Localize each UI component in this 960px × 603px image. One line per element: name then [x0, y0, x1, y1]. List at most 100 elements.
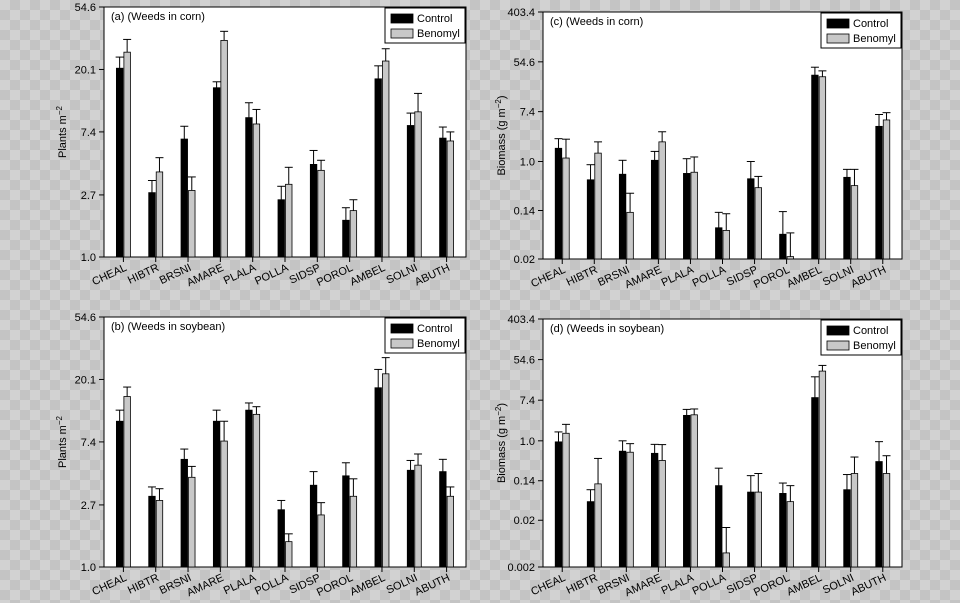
legend-swatch-control	[390, 13, 414, 24]
bar-benomyl	[382, 373, 390, 568]
bar-benomyl	[220, 39, 228, 258]
bar-benomyl	[382, 60, 390, 258]
x-tick-label: POROL	[752, 264, 792, 291]
bar-benomyl	[594, 152, 602, 260]
bar-control	[439, 137, 447, 258]
x-tick-label: SOLNI	[385, 262, 420, 287]
y-tick-label: 7.4	[520, 107, 535, 119]
y-axis-label: Plants m−2	[55, 105, 70, 157]
y-tick-label: 1.0	[81, 252, 96, 264]
bar-control	[406, 469, 415, 568]
bar-control	[747, 178, 755, 260]
bar-benomyl	[594, 483, 602, 568]
bar-control	[374, 387, 382, 568]
bar-benomyl	[754, 187, 762, 260]
bar-control	[115, 67, 124, 258]
bar-benomyl	[349, 495, 358, 568]
bar-control	[212, 420, 221, 568]
bar-control	[875, 461, 883, 568]
bar-benomyl	[562, 157, 570, 260]
x-tick-label: HIBTR	[126, 262, 161, 287]
x-tick-label: HIBTR	[565, 572, 600, 597]
x-tick-label: POROL	[315, 262, 355, 289]
bar-benomyl	[722, 230, 730, 260]
legend-label-control: Control	[853, 325, 888, 337]
bar-benomyl	[786, 501, 795, 568]
bar-control	[342, 219, 350, 258]
bar-benomyl	[562, 432, 570, 568]
x-tick-label: POLLA	[691, 572, 729, 598]
bar-benomyl	[285, 541, 293, 568]
y-tick-label: 0.02	[514, 515, 535, 527]
bar-benomyl	[123, 396, 131, 568]
y-tick-label: 0.14	[514, 476, 535, 488]
bar-control	[715, 485, 723, 568]
bar-benomyl	[818, 76, 827, 260]
bar-benomyl	[626, 451, 634, 568]
x-tick-label: PLALA	[660, 264, 697, 290]
x-tick-label: AMBEL	[348, 572, 387, 599]
bar-control	[715, 227, 723, 260]
legend-label-benomyl: Benomyl	[853, 340, 896, 352]
bar-benomyl	[155, 171, 164, 258]
bar-control	[586, 501, 595, 568]
bar-benomyl	[317, 169, 325, 258]
bar-benomyl	[446, 495, 455, 568]
y-tick-label: 1.0	[520, 436, 535, 448]
bar-control	[618, 173, 627, 260]
panel-title: (b) (Weeds in soybean)	[111, 321, 225, 333]
bar-benomyl	[690, 171, 698, 260]
y-tick-label: 20.1	[75, 374, 96, 386]
x-tick-label: ABUTH	[849, 572, 888, 599]
plot-area	[103, 6, 467, 258]
legend-swatch-benomyl	[390, 28, 414, 39]
bar-control	[811, 397, 819, 568]
bar-benomyl	[123, 51, 131, 258]
bar-benomyl	[188, 476, 196, 568]
bar-control	[554, 441, 563, 568]
bar-control	[212, 87, 221, 258]
bar-benomyl	[722, 552, 730, 568]
bar-benomyl	[349, 210, 358, 258]
y-axis-label: Biomass (g m−2)	[494, 95, 509, 175]
bar-control	[650, 159, 659, 260]
legend-label-control: Control	[853, 18, 888, 30]
y-tick-label: 20.1	[75, 64, 96, 76]
bar-control	[683, 414, 691, 568]
panel-title: (c) (Weeds in corn)	[550, 16, 643, 28]
bar-benomyl	[850, 473, 859, 568]
bar-control	[245, 117, 253, 258]
y-axis-label: Plants m−2	[55, 415, 70, 467]
bar-control	[309, 164, 318, 258]
bar-control	[683, 173, 691, 260]
bar-control	[406, 125, 415, 258]
x-tick-label: POLLA	[253, 572, 291, 598]
bar-control	[245, 409, 253, 568]
panel-d-weeds-in-soybean-biomass: 0.002 0.02 0.14 1.0 7.4 54.6 403.4 Biomass (g m…	[494, 314, 903, 599]
bar-benomyl	[754, 491, 762, 568]
y-tick-label: 0.002	[507, 562, 535, 574]
bar-benomyl	[786, 256, 795, 260]
bar-control	[374, 78, 382, 258]
bar-control	[779, 493, 787, 568]
bar-control	[747, 491, 755, 568]
panel-c-weeds-in-corn-biomass: 0.02 0.14 1.0 7.4 54.6 403.4 Biomass (g m−2) CH…	[494, 7, 903, 291]
y-tick-label: 1.0	[520, 157, 535, 169]
bar-benomyl	[252, 413, 261, 568]
bar-control	[843, 176, 851, 260]
bar-control	[811, 74, 819, 260]
panel-title: (d) (Weeds in soybean)	[550, 323, 664, 335]
legend-label-control: Control	[417, 13, 452, 25]
x-tick-label: POROL	[315, 572, 355, 599]
x-tick-label: ABUTH	[413, 262, 452, 289]
y-tick-label: 403.4	[507, 314, 535, 326]
x-tick-label: CHEAL	[529, 264, 567, 290]
legend-swatch-benomyl	[826, 33, 850, 44]
bar-benomyl	[414, 111, 422, 258]
bar-control	[843, 489, 851, 568]
y-tick-label: 7.4	[81, 437, 96, 449]
bar-benomyl	[188, 190, 196, 258]
